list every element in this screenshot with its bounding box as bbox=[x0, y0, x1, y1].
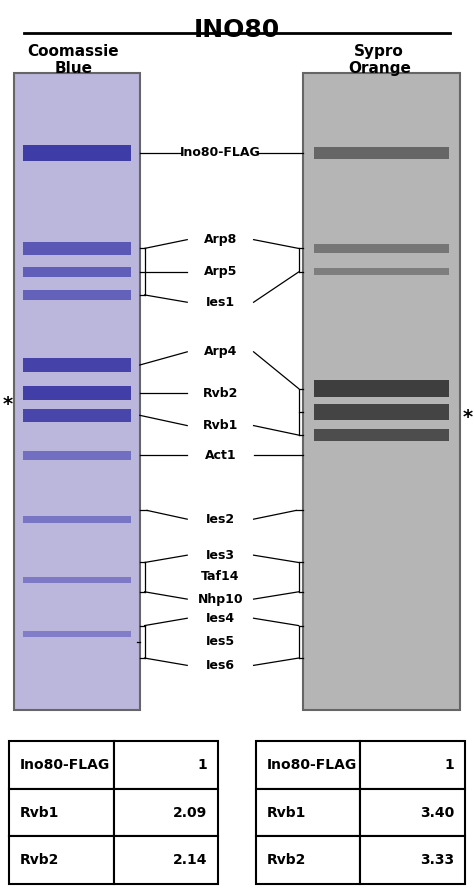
Bar bbox=[14, 73, 140, 710]
Text: Taf14: Taf14 bbox=[201, 570, 240, 583]
Bar bbox=[314, 147, 449, 159]
Bar bbox=[23, 630, 131, 637]
Bar bbox=[23, 290, 131, 300]
Bar bbox=[23, 242, 131, 255]
Bar bbox=[23, 577, 131, 583]
Bar bbox=[23, 451, 131, 460]
Text: Rvb1: Rvb1 bbox=[203, 419, 238, 432]
Text: Arp5: Arp5 bbox=[204, 265, 237, 279]
Bar bbox=[314, 429, 449, 441]
Bar bbox=[23, 145, 131, 161]
Bar bbox=[23, 386, 131, 400]
Bar bbox=[314, 245, 449, 253]
Text: Sypro
Orange: Sypro Orange bbox=[348, 44, 410, 76]
Text: INO80: INO80 bbox=[194, 19, 280, 42]
Text: Nhp10: Nhp10 bbox=[198, 593, 243, 605]
Text: Ies2: Ies2 bbox=[206, 513, 235, 526]
Text: Rvb2: Rvb2 bbox=[203, 387, 238, 399]
Text: Ies4: Ies4 bbox=[206, 612, 235, 625]
Text: Ies6: Ies6 bbox=[206, 659, 235, 672]
Text: *: * bbox=[2, 395, 12, 414]
Text: Ies5: Ies5 bbox=[206, 635, 235, 648]
Bar bbox=[23, 358, 131, 372]
Bar bbox=[23, 409, 131, 421]
Bar bbox=[314, 405, 449, 420]
Text: Ies1: Ies1 bbox=[206, 296, 235, 309]
Bar bbox=[303, 73, 460, 710]
Text: Ino80-FLAG: Ino80-FLAG bbox=[180, 146, 261, 159]
Text: Ies3: Ies3 bbox=[206, 548, 235, 562]
Text: Arp8: Arp8 bbox=[204, 233, 237, 246]
Bar bbox=[23, 267, 131, 278]
Text: Arp4: Arp4 bbox=[204, 346, 237, 358]
Text: Coomassie
Blue: Coomassie Blue bbox=[27, 44, 119, 76]
Bar bbox=[23, 515, 131, 522]
Text: Act1: Act1 bbox=[205, 449, 236, 462]
Bar bbox=[314, 380, 449, 397]
Text: *: * bbox=[463, 408, 473, 427]
Bar bbox=[314, 269, 449, 276]
